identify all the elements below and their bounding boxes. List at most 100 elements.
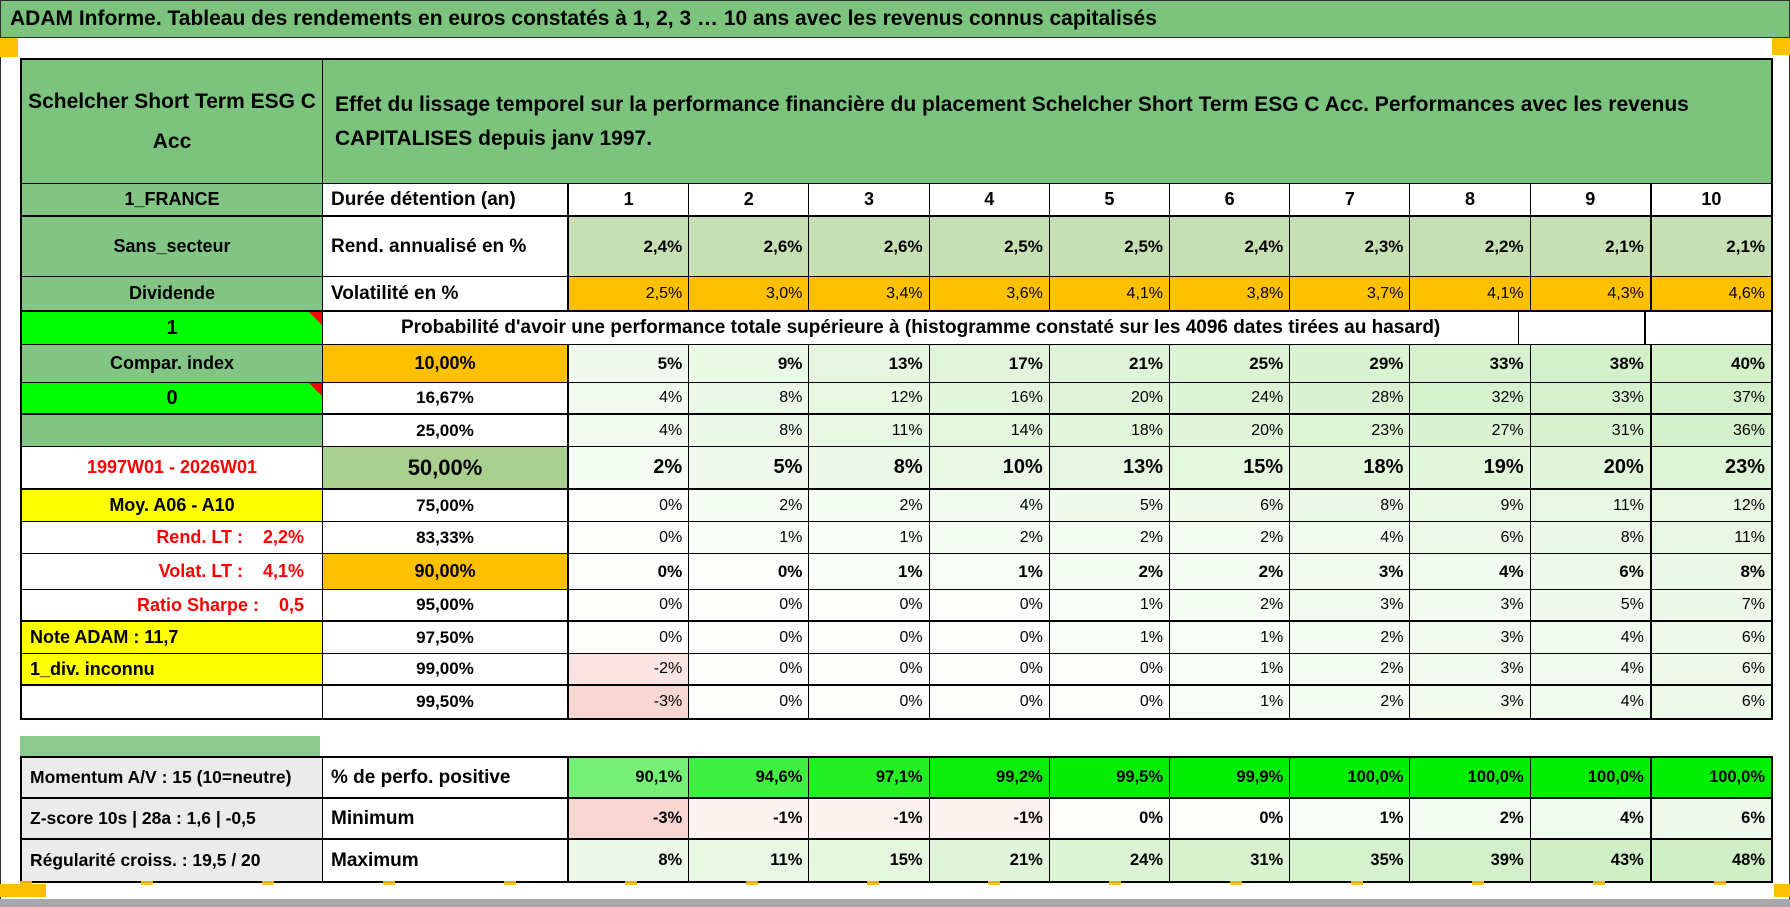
data-cell-p995-y5[interactable]: 0% (1048, 686, 1170, 718)
data-cell-p8333-y5[interactable]: 2% (1048, 522, 1170, 554)
data-cell-p95-y6[interactable]: 2% (1169, 590, 1290, 622)
data-cell-rend-y7[interactable]: 2,3% (1289, 217, 1410, 277)
data-cell-duree-y3[interactable]: 3 (808, 184, 929, 217)
data-cell-rend-y2[interactable]: 2,6% (688, 217, 809, 277)
data-cell-p10-y2[interactable]: 9% (688, 345, 809, 383)
data-cell-p99-y3[interactable]: 0% (808, 654, 929, 686)
data-cell-p975-y9[interactable]: 4% (1529, 622, 1650, 654)
data-cell-volat-y10[interactable]: 4,6% (1649, 277, 1772, 312)
data-cell-p75-y9[interactable]: 11% (1529, 490, 1650, 522)
data-cell-p10-y4[interactable]: 17% (928, 345, 1049, 383)
empty-cell[interactable] (1644, 312, 1772, 345)
data-cell-volat-y2[interactable]: 3,0% (688, 277, 809, 312)
data-cell-p25-y9[interactable]: 31% (1529, 415, 1650, 447)
data-cell-p10-y7[interactable]: 29% (1289, 345, 1410, 383)
row-label-p25[interactable] (22, 415, 322, 447)
data-cell-p10-y5[interactable]: 21% (1048, 345, 1170, 383)
data-cell-p1667-y6[interactable]: 24% (1169, 383, 1290, 415)
data-cell-p975-y3[interactable]: 0% (808, 622, 929, 654)
data-cell-p50-y2[interactable]: 5% (688, 447, 809, 490)
data-cell-p975-y8[interactable]: 3% (1409, 622, 1530, 654)
data-cell-max-y2[interactable]: 11% (688, 840, 809, 881)
data-cell-p75-y2[interactable]: 2% (688, 490, 809, 522)
row-head-p50[interactable]: 50,00% (322, 447, 567, 490)
data-cell-duree-y6[interactable]: 6 (1169, 184, 1290, 217)
row-head-p8333[interactable]: 83,33% (322, 522, 567, 554)
data-cell-p995-y6[interactable]: 1% (1169, 686, 1290, 718)
data-cell-p8333-y8[interactable]: 6% (1409, 522, 1530, 554)
data-cell-max-y6[interactable]: 31% (1169, 840, 1290, 881)
data-cell-volat-y6[interactable]: 3,8% (1169, 277, 1290, 312)
row-label-duree[interactable]: 1_FRANCE (22, 184, 322, 217)
row-head-p95[interactable]: 95,00% (322, 590, 567, 622)
row-head-p99[interactable]: 99,00% (322, 654, 567, 686)
row-head-p975[interactable]: 97,50% (322, 622, 567, 654)
data-cell-max-y10[interactable]: 48% (1649, 840, 1772, 881)
data-cell-rend-y9[interactable]: 2,1% (1529, 217, 1650, 277)
data-cell-p95-y1[interactable]: 0% (567, 590, 689, 622)
data-cell-volat-y9[interactable]: 4,3% (1529, 277, 1650, 312)
data-cell-p8333-y1[interactable]: 0% (567, 522, 689, 554)
data-cell-p975-y1[interactable]: 0% (567, 622, 689, 654)
data-cell-min-y1[interactable]: -3% (567, 799, 689, 840)
data-cell-p1667-y2[interactable]: 8% (688, 383, 809, 415)
data-cell-perfo-y9[interactable]: 100,0% (1529, 758, 1650, 799)
data-cell-p95-y7[interactable]: 3% (1289, 590, 1410, 622)
data-cell-duree-y7[interactable]: 7 (1289, 184, 1410, 217)
data-cell-p75-y7[interactable]: 8% (1289, 490, 1410, 522)
data-cell-p995-y10[interactable]: 6% (1649, 686, 1772, 718)
row-head-perfo[interactable]: % de perfo. positive (322, 758, 567, 799)
row-label-min[interactable]: Z-score 10s | 28a : 1,6 | -0,5 (22, 799, 322, 840)
data-cell-max-y9[interactable]: 43% (1529, 840, 1650, 881)
data-cell-min-y2[interactable]: -1% (688, 799, 809, 840)
data-cell-p995-y2[interactable]: 0% (688, 686, 809, 718)
data-cell-p95-y10[interactable]: 7% (1649, 590, 1772, 622)
data-cell-p25-y4[interactable]: 14% (928, 415, 1049, 447)
data-cell-p10-y8[interactable]: 33% (1409, 345, 1530, 383)
row-label-p10[interactable]: Compar. index (22, 345, 322, 383)
data-cell-p50-y8[interactable]: 19% (1409, 447, 1530, 490)
data-cell-p8333-y2[interactable]: 1% (688, 522, 809, 554)
data-cell-perfo-y2[interactable]: 94,6% (688, 758, 809, 799)
data-cell-min-y4[interactable]: -1% (928, 799, 1049, 840)
data-cell-p975-y5[interactable]: 1% (1048, 622, 1170, 654)
data-cell-perfo-y8[interactable]: 100,0% (1409, 758, 1530, 799)
data-cell-duree-y8[interactable]: 8 (1409, 184, 1530, 217)
data-cell-duree-y9[interactable]: 9 (1529, 184, 1650, 217)
data-cell-duree-y10[interactable]: 10 (1649, 184, 1772, 217)
data-cell-max-y3[interactable]: 15% (808, 840, 929, 881)
data-cell-perfo-y6[interactable]: 99,9% (1169, 758, 1290, 799)
data-cell-p975-y6[interactable]: 1% (1169, 622, 1290, 654)
data-cell-perfo-y3[interactable]: 97,1% (808, 758, 929, 799)
data-cell-p90-y4[interactable]: 1% (928, 554, 1049, 590)
data-cell-perfo-y5[interactable]: 99,5% (1048, 758, 1170, 799)
data-cell-p90-y3[interactable]: 1% (808, 554, 929, 590)
data-cell-p50-y1[interactable]: 2% (567, 447, 689, 490)
data-cell-p995-y7[interactable]: 2% (1289, 686, 1410, 718)
data-cell-p995-y3[interactable]: 0% (808, 686, 929, 718)
row-label-volat[interactable]: Dividende (22, 277, 322, 312)
data-cell-min-y9[interactable]: 4% (1529, 799, 1650, 840)
data-cell-p995-y8[interactable]: 3% (1409, 686, 1530, 718)
data-cell-p90-y2[interactable]: 0% (688, 554, 809, 590)
data-cell-max-y8[interactable]: 39% (1409, 840, 1530, 881)
data-cell-p50-y6[interactable]: 15% (1169, 447, 1290, 490)
row-head-min[interactable]: Minimum (322, 799, 567, 840)
row-label-max[interactable]: Régularité croiss. : 19,5 / 20 (22, 840, 322, 881)
data-cell-p25-y10[interactable]: 36% (1649, 415, 1772, 447)
data-cell-p995-y9[interactable]: 4% (1529, 686, 1650, 718)
data-cell-p90-y5[interactable]: 2% (1048, 554, 1170, 590)
data-cell-p975-y4[interactable]: 0% (928, 622, 1049, 654)
data-cell-duree-y2[interactable]: 2 (688, 184, 809, 217)
data-cell-p25-y6[interactable]: 20% (1169, 415, 1290, 447)
data-cell-p10-y1[interactable]: 5% (567, 345, 689, 383)
data-cell-perfo-y4[interactable]: 99,2% (928, 758, 1049, 799)
data-cell-volat-y5[interactable]: 4,1% (1048, 277, 1170, 312)
data-cell-rend-y6[interactable]: 2,4% (1169, 217, 1290, 277)
row-head-p1667[interactable]: 16,67% (322, 383, 567, 415)
data-cell-p95-y4[interactable]: 0% (928, 590, 1049, 622)
data-cell-p75-y1[interactable]: 0% (567, 490, 689, 522)
data-cell-duree-y4[interactable]: 4 (928, 184, 1049, 217)
data-cell-p975-y10[interactable]: 6% (1649, 622, 1772, 654)
data-cell-min-y8[interactable]: 2% (1409, 799, 1530, 840)
